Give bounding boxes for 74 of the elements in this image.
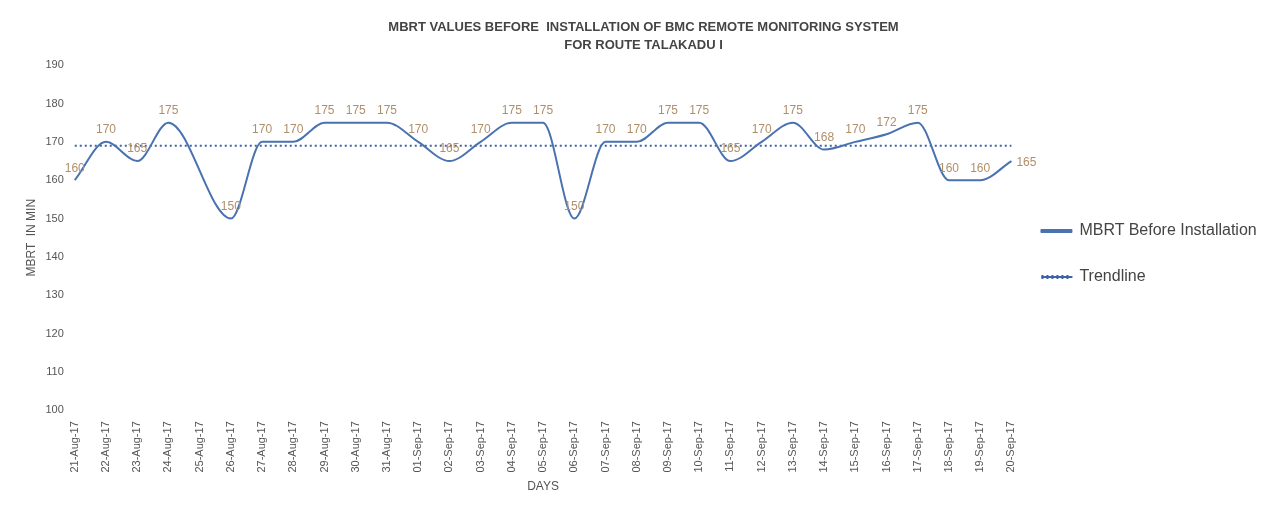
data-label: 170 [470,122,491,137]
x-tick-label: 04-Sep-17 [504,421,517,473]
data-label: 170 [845,122,866,137]
x-tick-label: 13-Sep-17 [785,421,798,473]
data-label: 170 [595,122,616,137]
x-axis-title: DAYS [527,479,559,494]
data-label: 175 [314,103,335,118]
x-tick-label: 11-Sep-17 [723,421,736,472]
chart-title: MBRT VALUES BEFORE INSTALLATION OF BMC REMOTE MONITORING SYSTEM [388,19,899,35]
y-tick-label: 180 [45,96,64,109]
x-tick-label: 02-Sep-17 [442,421,455,473]
y-axis-title: MBRT IN MIN [23,198,38,277]
x-tick-label: 22-Aug-17 [99,421,112,473]
x-tick-label: 28-Aug-17 [286,421,299,473]
y-tick-label: 150 [45,211,64,224]
x-tick-label: 25-Aug-17 [192,421,205,473]
x-tick-label: 24-Aug-17 [161,421,174,473]
data-label: 160 [970,160,991,175]
data-label: 170 [751,122,772,137]
x-tick-label: 01-Sep-17 [411,421,424,473]
data-label: 175 [345,103,367,118]
y-tick-label: 130 [45,288,64,301]
x-tick-label: 27-Aug-17 [255,421,268,473]
data-label: 170 [95,122,117,137]
data-label: 170 [408,122,429,137]
x-tick-label: 20-Sep-17 [1004,421,1017,473]
x-tick-label: 31-Aug-17 [380,421,393,473]
x-tick-label: 08-Sep-17 [629,421,642,473]
y-tick-label: 110 [46,364,64,377]
x-tick-label: 05-Sep-17 [536,421,549,473]
data-label: 175 [533,103,554,118]
x-tick-label: 03-Sep-17 [473,421,486,473]
legend-label: MBRT Before Installation [1079,221,1257,239]
x-tick-label: 26-Aug-17 [223,421,236,473]
x-tick-label: 21-Aug-17 [67,421,80,473]
data-label: 175 [782,103,804,118]
y-tick-label: 160 [45,173,64,186]
x-tick-label: 12-Sep-17 [754,421,767,473]
y-tick-label: 100 [45,403,64,416]
x-tick-label: 23-Aug-17 [130,421,143,473]
data-label: 160 [938,160,960,175]
x-tick-label: 18-Sep-17 [942,421,955,473]
x-tick-label: 10-Sep-17 [692,421,705,473]
legend-label: Trendline [1079,267,1146,285]
x-tick-label: 09-Sep-17 [661,421,674,473]
data-label: 165 [720,141,741,156]
data-label: 175 [907,103,929,118]
x-tick-label: 16-Sep-17 [879,421,892,473]
x-tick-label: 06-Sep-17 [567,421,580,473]
data-label: 175 [158,103,179,118]
x-tick-label: 15-Sep-17 [848,421,861,473]
y-tick-label: 190 [45,58,64,71]
data-label: 172 [876,114,897,129]
x-tick-label: 17-Sep-17 [910,421,923,473]
data-label: 170 [283,122,304,137]
x-tick-label: 19-Sep-17 [973,421,986,473]
data-label: 175 [689,103,710,118]
data-label: 165 [1016,155,1037,170]
data-label: 175 [657,103,679,118]
data-label: 175 [501,103,523,118]
y-tick-label: 120 [45,326,64,339]
data-label: 168 [814,129,835,144]
y-tick-label: 140 [45,249,64,262]
x-tick-label: 07-Sep-17 [598,421,611,473]
data-label: 175 [376,103,398,118]
data-label: 170 [252,122,273,137]
x-tick-label: 14-Sep-17 [817,421,830,473]
data-label: 165 [127,141,148,156]
data-label: 170 [626,122,648,137]
y-tick-label: 170 [45,134,64,147]
chart-subtitle: FOR ROUTE TALAKADU I [564,36,723,52]
data-label: 165 [439,141,460,156]
x-tick-label: 29-Aug-17 [317,421,330,473]
x-tick-label: 30-Aug-17 [348,421,361,473]
